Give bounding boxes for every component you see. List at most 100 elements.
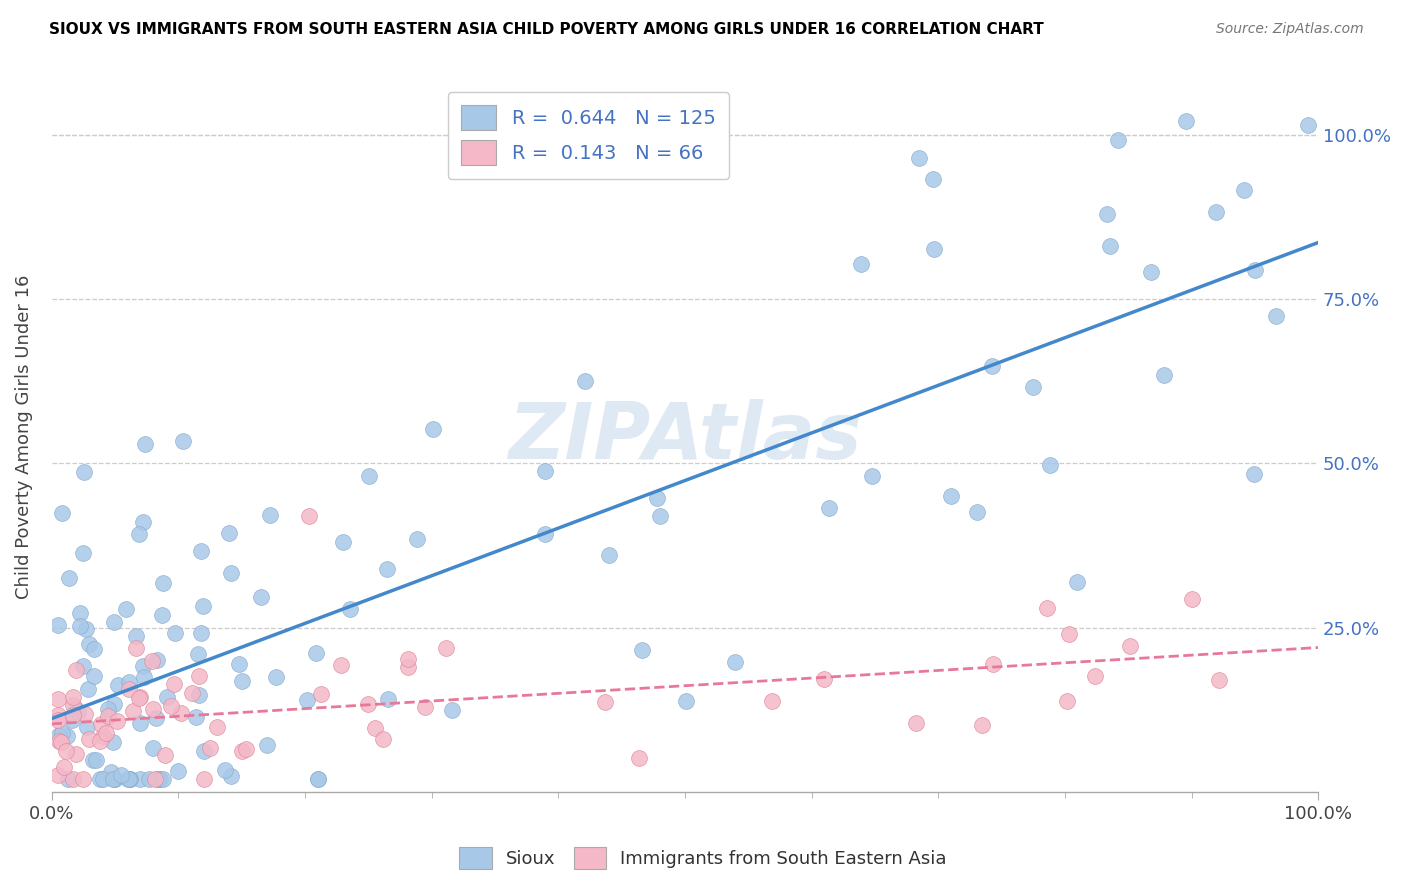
Point (228, 657, 250, 672)
Point (922, 243, 945, 257)
Point (339, 602, 361, 616)
Point (647, 491, 669, 506)
Point (117, 772, 139, 786)
Point (155, 747, 177, 762)
Point (309, 687, 332, 701)
Point (91, 772, 114, 786)
Point (1232, 183, 1254, 197)
Point (118, 675, 141, 690)
Point (56, 772, 79, 786)
Point (77, 731, 100, 746)
Point (1022, 380, 1045, 394)
Point (75, 707, 97, 722)
Point (110, 768, 132, 782)
Point (101, 734, 124, 748)
Point (51, 507, 73, 521)
Point (56, 729, 79, 743)
Point (107, 678, 129, 692)
Point (134, 437, 156, 451)
Point (364, 721, 387, 735)
Point (675, 694, 697, 708)
Point (128, 772, 150, 786)
Point (415, 699, 437, 714)
Point (46, 768, 69, 782)
Point (966, 505, 988, 519)
Point (105, 714, 128, 729)
Point (219, 566, 242, 581)
Point (1099, 239, 1122, 253)
Point (598, 548, 620, 562)
Point (83, 642, 105, 657)
Point (1244, 263, 1267, 277)
Point (125, 629, 148, 643)
Point (152, 575, 174, 590)
Point (46, 708, 69, 723)
Point (159, 698, 181, 713)
Point (172, 434, 194, 448)
Y-axis label: Child Poverty Among Girls Under 16: Child Poverty Among Girls Under 16 (15, 275, 32, 599)
Point (849, 257, 872, 271)
Point (307, 772, 329, 786)
Point (156, 690, 179, 704)
Point (1066, 574, 1088, 589)
Point (62, 698, 84, 712)
Point (46, 692, 69, 706)
Text: SIOUX VS IMMIGRANTS FROM SOUTH EASTERN ASIA CHILD POVERTY AMONG GIRLS UNDER 16 C: SIOUX VS IMMIGRANTS FROM SOUTH EASTERN A… (49, 22, 1045, 37)
Point (73, 465, 96, 479)
Point (1039, 458, 1062, 472)
Point (62, 707, 84, 722)
Point (62, 690, 84, 704)
Point (90, 716, 112, 731)
Point (190, 625, 212, 640)
Point (1265, 309, 1288, 323)
Point (125, 641, 148, 656)
Point (146, 653, 169, 667)
Point (574, 374, 596, 388)
Point (69, 606, 91, 620)
Point (72, 659, 94, 673)
Point (375, 562, 398, 576)
Point (97, 701, 120, 715)
Point (129, 690, 152, 705)
Point (939, 489, 962, 503)
Point (1140, 265, 1163, 279)
Point (214, 763, 236, 777)
Point (103, 697, 125, 711)
Point (298, 509, 321, 524)
Point (972, 718, 994, 732)
Point (1153, 368, 1175, 382)
Point (62, 713, 84, 727)
Point (205, 720, 228, 734)
Point (922, 172, 945, 186)
Point (593, 695, 616, 709)
Point (132, 670, 155, 684)
Point (181, 686, 204, 700)
Point (142, 740, 165, 755)
Point (1175, 114, 1198, 128)
Point (860, 468, 883, 483)
Point (118, 772, 141, 786)
Point (1057, 627, 1080, 641)
Point (146, 772, 169, 786)
Point (377, 692, 399, 706)
Point (114, 602, 136, 616)
Point (191, 599, 214, 614)
Point (83, 668, 105, 682)
Point (813, 672, 835, 686)
Point (65, 747, 87, 761)
Point (434, 641, 457, 656)
Point (332, 534, 354, 549)
Point (131, 659, 153, 673)
Point (67, 705, 90, 719)
Point (200, 740, 222, 755)
Point (1119, 639, 1142, 653)
Point (305, 647, 328, 661)
Point (218, 526, 240, 541)
Point (163, 677, 186, 691)
Point (46, 713, 69, 727)
Legend: R =  0.644   N = 125, R =  0.143   N = 66: R = 0.644 N = 125, R = 0.143 N = 66 (447, 92, 730, 178)
Point (120, 772, 142, 786)
Point (1036, 601, 1059, 615)
Point (1107, 133, 1129, 147)
Point (121, 704, 143, 718)
